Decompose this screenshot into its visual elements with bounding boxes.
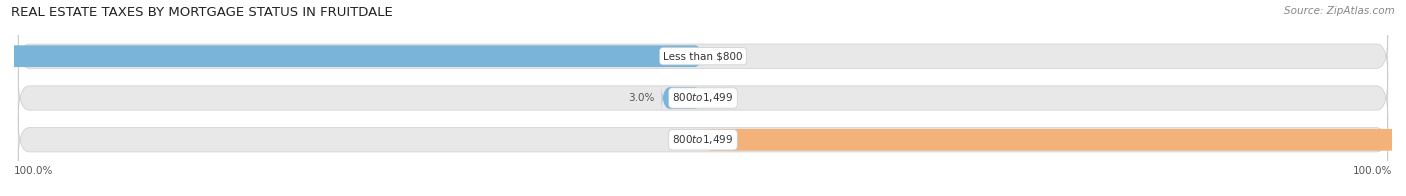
Legend: Without Mortgage, With Mortgage: Without Mortgage, With Mortgage [596, 194, 810, 196]
Text: 0.0%: 0.0% [710, 93, 737, 103]
FancyBboxPatch shape [18, 77, 1388, 119]
FancyBboxPatch shape [18, 35, 1388, 77]
Text: REAL ESTATE TAXES BY MORTGAGE STATUS IN FRUITDALE: REAL ESTATE TAXES BY MORTGAGE STATUS IN … [11, 6, 394, 19]
Text: $800 to $1,499: $800 to $1,499 [672, 133, 734, 146]
FancyBboxPatch shape [662, 84, 703, 112]
Text: 3.0%: 3.0% [628, 93, 655, 103]
Text: Source: ZipAtlas.com: Source: ZipAtlas.com [1284, 6, 1395, 16]
Text: 0.0%: 0.0% [669, 135, 696, 145]
Text: Less than $800: Less than $800 [664, 51, 742, 61]
FancyBboxPatch shape [18, 119, 1388, 161]
FancyBboxPatch shape [703, 126, 1406, 154]
FancyBboxPatch shape [0, 42, 703, 70]
Text: $800 to $1,499: $800 to $1,499 [672, 92, 734, 104]
Text: 0.0%: 0.0% [710, 51, 737, 61]
Text: 100.0%: 100.0% [14, 166, 53, 176]
Text: 100.0%: 100.0% [1353, 166, 1392, 176]
